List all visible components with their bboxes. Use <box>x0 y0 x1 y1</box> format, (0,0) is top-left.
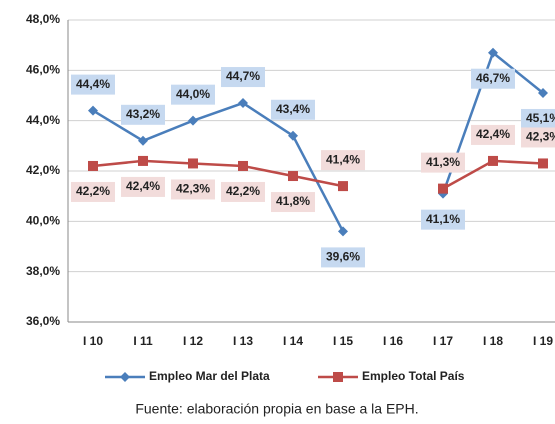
marker <box>188 158 198 169</box>
label-box <box>271 99 315 120</box>
data-label: 41,8% <box>276 194 310 208</box>
data-label: 41,1% <box>426 212 460 226</box>
data-label: 44,4% <box>76 77 110 91</box>
marker <box>338 181 348 192</box>
data-label: 42,2% <box>226 184 260 198</box>
label-box <box>171 179 215 200</box>
x-tick-label: I 14 <box>283 334 303 348</box>
data-label: 41,4% <box>326 152 360 166</box>
data-label: 42,3% <box>176 182 210 196</box>
x-tick-label: I 18 <box>483 334 503 348</box>
label-box <box>171 84 215 105</box>
data-label: 39,6% <box>326 250 360 264</box>
y-tick-label: 48,0% <box>26 12 60 26</box>
marker <box>138 155 148 166</box>
label-box <box>71 74 115 95</box>
label-box <box>221 67 265 88</box>
label-box <box>521 108 555 129</box>
marker <box>188 115 198 126</box>
y-tick-label: 44,0% <box>26 113 60 127</box>
marker <box>138 135 148 146</box>
marker <box>238 160 248 171</box>
x-tick-label: I 13 <box>233 334 253 348</box>
data-label: 41,3% <box>426 155 460 169</box>
x-tick-label: I 17 <box>433 334 453 348</box>
marker <box>88 105 98 116</box>
data-label: 44,7% <box>226 69 260 83</box>
x-tick-label: I 12 <box>183 334 203 348</box>
marker <box>488 155 498 166</box>
marker <box>438 183 448 194</box>
legend-marker <box>120 372 130 382</box>
marker <box>488 47 498 58</box>
data-label: 45,1% <box>526 111 555 125</box>
data-label: 42,3% <box>526 130 555 144</box>
series-line <box>92 159 344 188</box>
x-tick-label: I 10 <box>83 334 103 348</box>
y-tick-label: 46,0% <box>26 63 60 77</box>
label-box <box>421 152 465 173</box>
label-box <box>521 127 555 148</box>
data-label: 42,4% <box>126 179 160 193</box>
y-tick-label: 36,0% <box>26 314 60 328</box>
legend-label: Empleo Mar del Plata <box>149 369 270 383</box>
marker <box>338 226 348 237</box>
x-tick-label: I 15 <box>333 334 353 348</box>
label-box <box>321 150 365 171</box>
legend-marker <box>333 372 343 382</box>
label-box <box>71 181 115 202</box>
y-tick-label: 42,0% <box>26 163 60 177</box>
source-note: Fuente: elaboración propia en base a la … <box>135 401 418 417</box>
label-box <box>271 192 315 213</box>
data-label: 42,2% <box>76 184 110 198</box>
marker <box>288 130 298 141</box>
x-tick-label: I 19 <box>533 334 553 348</box>
label-box <box>221 181 265 202</box>
x-tick-label: I 16 <box>383 334 403 348</box>
x-tick-label: I 11 <box>133 334 153 348</box>
data-label: 43,4% <box>276 102 310 116</box>
marker <box>238 98 248 109</box>
data-label: 44,0% <box>176 87 210 101</box>
label-box <box>121 104 165 125</box>
marker <box>288 171 298 182</box>
marker <box>538 87 548 98</box>
series-line <box>92 101 345 232</box>
legend-label: Empleo Total País <box>362 369 465 383</box>
y-tick-label: 38,0% <box>26 264 60 278</box>
label-box <box>321 247 365 268</box>
label-box <box>471 68 515 89</box>
label-box <box>121 176 165 197</box>
data-label: 43,2% <box>126 107 160 121</box>
marker <box>88 160 98 171</box>
label-box <box>471 124 515 145</box>
y-tick-label: 40,0% <box>26 214 60 228</box>
label-box <box>421 209 465 230</box>
data-label: 46,7% <box>476 71 510 85</box>
marker <box>538 158 548 169</box>
data-label: 42,4% <box>476 127 510 141</box>
